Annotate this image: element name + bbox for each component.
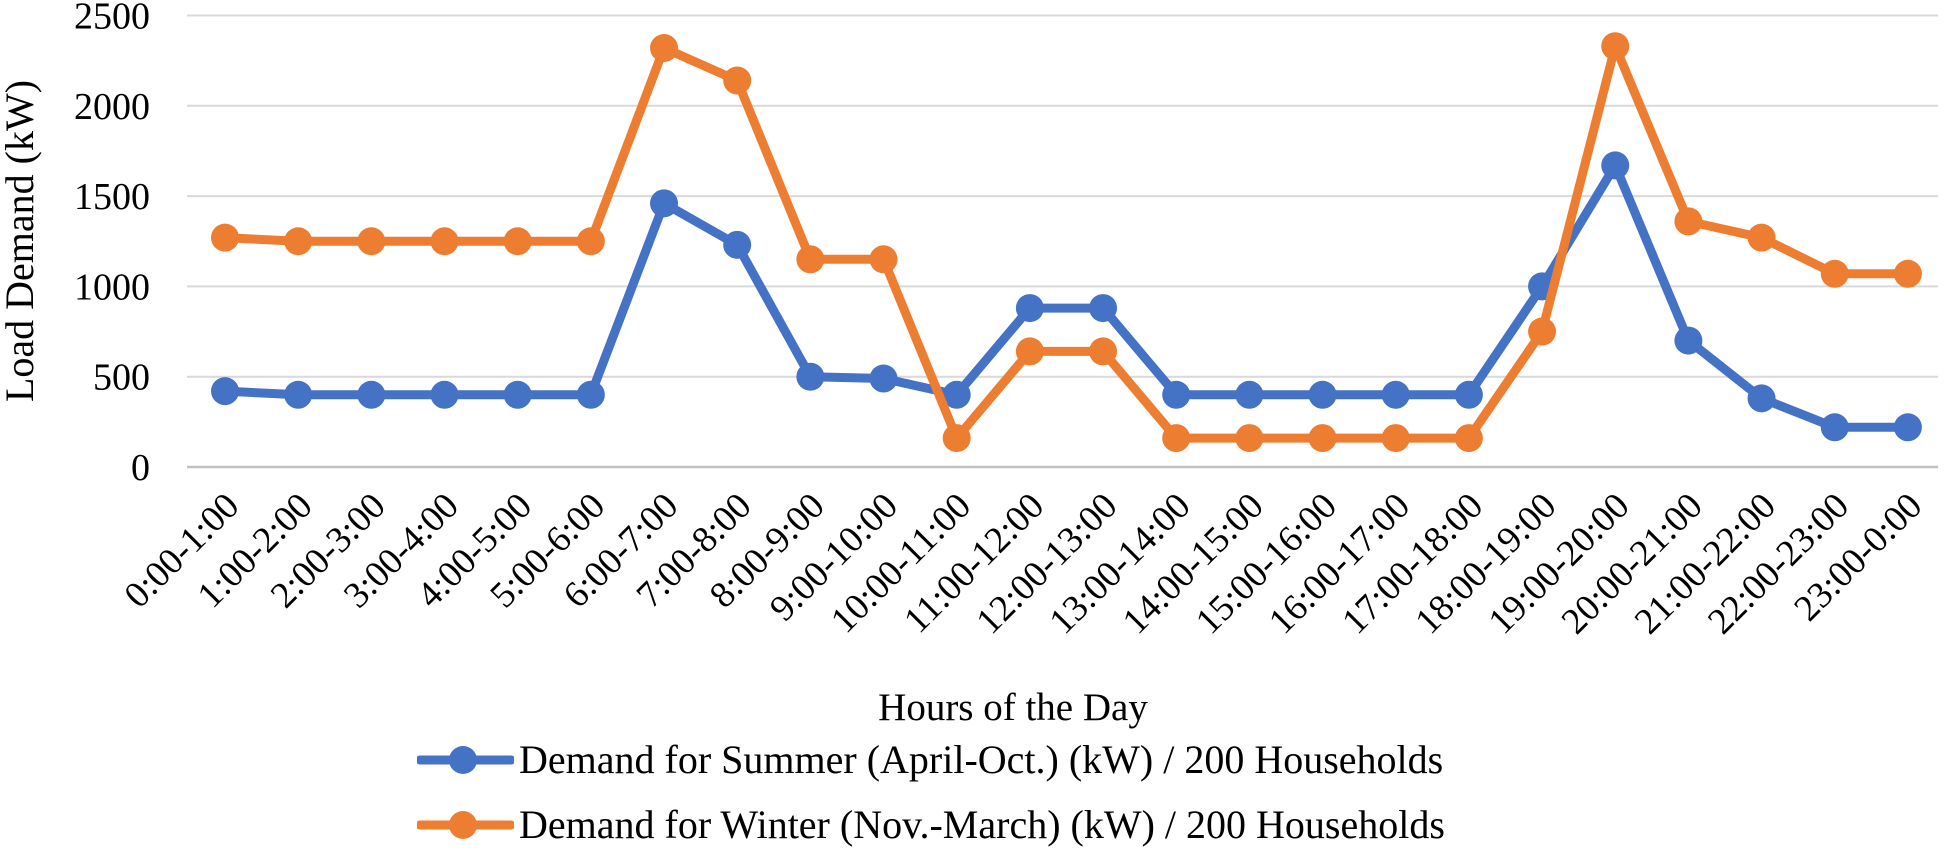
data-point-summer-12:00-13:00	[1089, 294, 1118, 323]
data-point-winter-12:00-13:00	[1089, 337, 1118, 366]
data-point-summer-22:00-23:00	[1820, 413, 1849, 442]
series-line-summer	[220, 160, 1913, 432]
data-point-summer-23:00-0:00	[1893, 413, 1922, 442]
y-tick-label: 500	[93, 357, 150, 399]
data-point-summer-14:00-15:00	[1235, 380, 1264, 409]
data-point-winter-10:00-11:00	[942, 424, 971, 453]
data-point-winter-2:00-3:00	[357, 227, 386, 256]
summer-line-marker-icon	[417, 746, 514, 774]
data-point-summer-1:00-2:00	[284, 380, 313, 409]
data-point-winter-15:00-16:00	[1308, 424, 1337, 453]
legend-label-winter: Demand for Winter (Nov.-March) (kW) / 20…	[519, 802, 1445, 847]
data-point-summer-20:00-21:00	[1674, 326, 1703, 355]
data-point-summer-17:00-18:00	[1454, 380, 1483, 409]
y-tick-label: 0	[131, 447, 150, 489]
data-point-summer-19:00-20:00	[1601, 151, 1630, 180]
data-point-winter-16:00-17:00	[1381, 424, 1410, 453]
data-point-winter-6:00-7:00	[650, 34, 679, 63]
data-point-summer-16:00-17:00	[1381, 380, 1410, 409]
data-point-winter-11:00-12:00	[1015, 337, 1044, 366]
y-tick-label: 1000	[74, 266, 150, 308]
data-point-summer-7:00-8:00	[723, 230, 752, 259]
data-point-winter-13:00-14:00	[1162, 424, 1191, 453]
data-point-summer-5:00-6:00	[576, 380, 605, 409]
data-point-summer-13:00-14:00	[1162, 380, 1191, 409]
data-point-winter-0:00-1:00	[211, 223, 239, 252]
x-axis-title: Hours of the Day	[878, 686, 1148, 729]
data-point-summer-2:00-3:00	[357, 380, 386, 409]
data-point-winter-9:00-10:00	[869, 245, 898, 274]
legend-row-winter: Demand for Winter (Nov.-March) (kW) / 20…	[417, 803, 1445, 847]
data-point-winter-14:00-15:00	[1235, 424, 1264, 453]
data-point-winter-3:00-4:00	[430, 227, 459, 256]
data-point-summer-3:00-4:00	[430, 380, 459, 409]
data-point-winter-20:00-21:00	[1674, 207, 1703, 236]
legend-label-summer: Demand for Summer (April-Oct.) (kW) / 20…	[519, 737, 1444, 782]
y-tick-label: 1500	[74, 176, 150, 218]
data-point-winter-23:00-0:00	[1893, 259, 1922, 288]
y-tick-label: 2000	[74, 86, 150, 128]
data-point-summer-11:00-12:00	[1015, 294, 1044, 323]
data-point-winter-21:00-22:00	[1747, 223, 1776, 252]
data-point-winter-8:00-9:00	[796, 245, 825, 274]
data-point-winter-17:00-18:00	[1454, 424, 1483, 453]
chart-legend: Demand for Summer (April-Oct.) (kW) / 20…	[417, 738, 1445, 847]
data-point-winter-1:00-2:00	[284, 227, 313, 256]
data-point-summer-10:00-11:00	[942, 380, 971, 409]
data-point-winter-22:00-23:00	[1820, 259, 1849, 288]
data-point-winter-19:00-20:00	[1601, 32, 1630, 61]
data-point-summer-9:00-10:00	[869, 364, 898, 393]
data-point-summer-4:00-5:00	[503, 380, 532, 409]
data-point-winter-18:00-19:00	[1528, 317, 1557, 346]
data-point-summer-15:00-16:00	[1308, 380, 1337, 409]
data-point-summer-21:00-22:00	[1747, 384, 1776, 413]
y-tick-label: 2500	[74, 0, 150, 38]
data-point-summer-0:00-1:00	[211, 377, 239, 406]
data-point-summer-6:00-7:00	[650, 189, 679, 218]
y-axis-title: Load Demand (kW)	[0, 79, 42, 403]
data-point-winter-4:00-5:00	[503, 227, 532, 256]
legend-row-summer: Demand for Summer (April-Oct.) (kW) / 20…	[417, 738, 1445, 782]
data-point-summer-8:00-9:00	[796, 362, 825, 391]
data-point-winter-7:00-8:00	[723, 66, 752, 95]
data-point-winter-5:00-6:00	[576, 227, 605, 256]
winter-line-marker-icon	[417, 811, 514, 839]
